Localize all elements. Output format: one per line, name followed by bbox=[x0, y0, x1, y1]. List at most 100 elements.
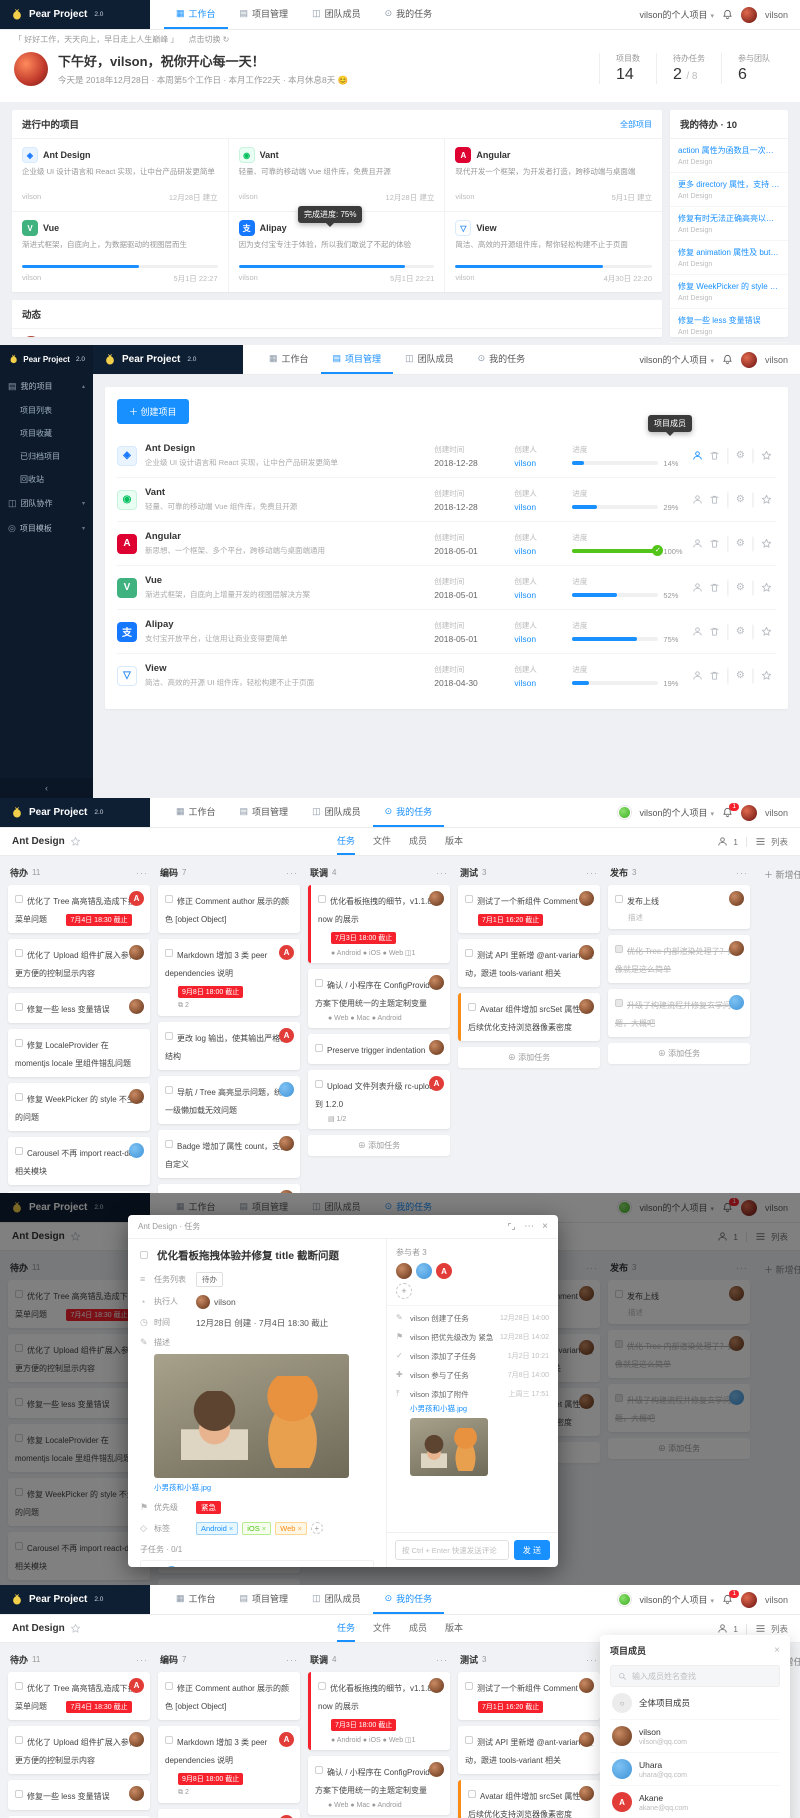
add-participant-button[interactable]: + bbox=[396, 1283, 412, 1299]
nav-item[interactable]: ▤ 项目管理 bbox=[228, 1585, 301, 1614]
trash-icon[interactable] bbox=[709, 538, 720, 549]
task-checkbox[interactable] bbox=[315, 979, 323, 987]
tag-chip[interactable]: iOS × bbox=[242, 1521, 272, 1535]
nav-item[interactable]: ▤ 项目管理 bbox=[228, 0, 301, 29]
task-checkbox[interactable] bbox=[15, 949, 23, 957]
kanban-card[interactable]: Preserve trigger indentation bbox=[308, 1034, 450, 1064]
todo-title[interactable]: action 属性为函数且一次性返回 Promise 对象的情况，使用按钮加载效… bbox=[678, 146, 780, 155]
participant-avatar[interactable] bbox=[416, 1263, 432, 1279]
trash-icon[interactable] bbox=[709, 670, 720, 681]
add-list-button[interactable]: ＋ 新增任务列表 bbox=[764, 870, 800, 880]
task-checkbox[interactable] bbox=[468, 1003, 476, 1011]
task-checkbox[interactable] bbox=[615, 1340, 623, 1348]
kanban-card[interactable]: 修复 WeekPicker 的 style 不生效的问题 bbox=[8, 1083, 150, 1131]
add-task-button[interactable]: ⊕ 添加任务 bbox=[458, 1047, 600, 1068]
project-tab[interactable]: 文件 bbox=[372, 836, 391, 846]
activity-item[interactable]: vilson 修改了任务上周五 14:03 · Ant Design [ 优化了… bbox=[12, 329, 662, 337]
task-checkbox[interactable] bbox=[140, 1251, 148, 1259]
task-checkbox[interactable] bbox=[15, 1290, 23, 1298]
kanban-card[interactable]: Carousel 不再 import react-dom 相关模块 bbox=[8, 1532, 150, 1580]
members-icon[interactable] bbox=[692, 494, 703, 505]
task-checkbox[interactable] bbox=[465, 895, 473, 903]
project-card[interactable]: View 简洁、高效的开源组件库，帮你轻松构建不止于页面 vilson 4月30日… bbox=[445, 212, 662, 292]
column-menu-icon[interactable]: ··· bbox=[586, 1262, 598, 1273]
app-logo[interactable]: Pear Project 2.0 bbox=[0, 798, 150, 827]
kanban-card[interactable]: Badge 增加了属性 count，支持自定义 bbox=[158, 1130, 300, 1178]
column-menu-icon[interactable]: ··· bbox=[436, 1654, 448, 1665]
avatar[interactable] bbox=[740, 6, 757, 23]
project-card[interactable]: Ant Design 企业级 UI 设计语言和 React 实现，让中台产品研发… bbox=[12, 139, 229, 212]
todo-item[interactable]: 修复有时无法正确高亮以及搜索输入标签的问题，完美适配 Ant Design bbox=[670, 207, 788, 241]
kanban-card[interactable]: 修复 notification 里调用 button 元素对齐显示的问题 bbox=[8, 1191, 150, 1193]
kanban-card[interactable]: 修复 WeekPicker 的 style 不生效的问题 bbox=[8, 1478, 150, 1526]
trash-icon[interactable] bbox=[709, 450, 720, 461]
members-icon[interactable] bbox=[717, 836, 728, 847]
participant-avatar[interactable] bbox=[436, 1263, 452, 1279]
project-owner[interactable]: vilson bbox=[514, 589, 537, 600]
workspace-switcher[interactable]: vilson的个人项目 ▾ bbox=[639, 8, 714, 21]
sidebar-logo[interactable]: Pear Project 2.0 bbox=[0, 345, 93, 374]
task-checkbox[interactable] bbox=[15, 1344, 23, 1352]
project-card[interactable]: Angular 现代开发一个框架，为开发者打造，跨移动端与桌面端 vilson 5… bbox=[445, 139, 662, 212]
kanban-card[interactable]: 确认 / 小程序在 ConfigProvider 方案下使用统一的主题定制变量 … bbox=[308, 1756, 450, 1815]
kanban-card[interactable]: 更改 log 输出，使其输出严格的结构 bbox=[158, 1809, 300, 1818]
nav-item[interactable]: ▦ 工作台 bbox=[164, 1585, 228, 1614]
project-row[interactable]: View 简洁、高效的开源 UI 组件库，轻松构建不止于页面 创建时间 2018-0… bbox=[117, 653, 776, 697]
kanban-card[interactable]: Segmenter 优化，blank 输出提示 bbox=[158, 1579, 300, 1585]
kanban-card[interactable]: 优化了 Tree 高亮错乱造成下拉菜单问题 7月4日 18:30 截止 bbox=[8, 885, 150, 933]
project-tab[interactable]: 版本 bbox=[445, 1623, 464, 1633]
members-icon[interactable] bbox=[692, 670, 703, 681]
project-card[interactable]: Vue 渐进式框架，自底向上，为数据驱动的视图层而生 vilson 5月1日 22… bbox=[12, 212, 229, 292]
nav-item[interactable]: ▤ 项目管理 bbox=[320, 345, 394, 374]
kanban-card[interactable]: 测试 API 里新增 @ant-variant 改动，跟进 tools-vari… bbox=[458, 939, 600, 987]
trash-icon[interactable] bbox=[709, 626, 720, 637]
kanban-card[interactable]: 优化看板拖拽的细节，v1.1.84 now 的展示 7月3日 18:00 截止 … bbox=[308, 1672, 450, 1750]
bell-icon[interactable]: 1 bbox=[722, 1590, 739, 1605]
sidebar-group[interactable]: ◎ 项目模板 ▾ bbox=[8, 523, 85, 533]
kanban-card[interactable]: 更改 log 输出，使其输出严格的结构 bbox=[158, 1022, 300, 1070]
nav-item[interactable]: ⊙ 我的任务 bbox=[372, 798, 445, 827]
kanban-card[interactable]: 测试了一个新组件 Comment 7月1日 16:20 截止 bbox=[458, 1672, 600, 1720]
online-status-avatar[interactable] bbox=[618, 806, 632, 819]
nav-item[interactable]: ▦ 工作台 bbox=[164, 798, 228, 827]
project-owner[interactable]: vilson bbox=[514, 545, 537, 556]
workspace-switcher[interactable]: vilson的个人项目 ▾ bbox=[639, 353, 714, 366]
trash-icon[interactable] bbox=[709, 494, 720, 505]
star-icon[interactable] bbox=[761, 670, 772, 681]
project-row[interactable]: Angular 新思想、一个框架、多个平台，跨移动端与桌面端通用 创建时间 2018… bbox=[117, 521, 776, 565]
task-checkbox[interactable] bbox=[15, 1093, 23, 1101]
activity-task-link[interactable]: [ 优化了 Tree 高亮错乱造成下拉菜单问题 ] bbox=[512, 336, 652, 337]
kanban-card[interactable]: Segmenter 优化，blank 输出提示 bbox=[158, 1184, 300, 1193]
sidebar-collapse-button[interactable]: ‹ bbox=[0, 778, 93, 798]
attachment-thumbnail[interactable] bbox=[410, 1418, 488, 1476]
workspace-switcher[interactable]: vilson的个人项目 ▾ bbox=[639, 1201, 714, 1214]
kanban-card[interactable]: 修复 LocaleProvider 在 momentjs locale 里组件错… bbox=[8, 1424, 150, 1472]
column-menu-icon[interactable]: ··· bbox=[286, 867, 298, 878]
task-checkbox[interactable] bbox=[165, 1682, 173, 1690]
gear-icon[interactable]: ⚙ bbox=[735, 670, 745, 681]
view-label[interactable]: 列表 bbox=[770, 836, 788, 847]
kanban-card[interactable]: 导航 / Tree 高亮显示问题，统一一级懒加载无效问题 bbox=[158, 1076, 300, 1124]
app-logo[interactable]: Pear Project 2.0 bbox=[0, 1585, 150, 1614]
todo-item[interactable]: 修复一些 less 变量错误 Ant Design bbox=[670, 309, 788, 343]
nav-item[interactable]: ▤ 项目管理 bbox=[228, 1193, 301, 1222]
add-task-button[interactable]: ⊕ 添加任务 bbox=[308, 1135, 450, 1156]
task-checkbox[interactable] bbox=[15, 1147, 23, 1155]
kanban-card[interactable]: 修正 Comment author 展示的颜色 [object Object] bbox=[158, 1672, 300, 1720]
task-checkbox[interactable] bbox=[315, 1766, 323, 1774]
priority-badge[interactable]: 紧急 bbox=[196, 1500, 221, 1514]
bell-icon[interactable]: 1 bbox=[722, 354, 733, 365]
kanban-card[interactable]: 发布上线 描述 bbox=[608, 1280, 750, 1324]
task-checkbox[interactable] bbox=[465, 1682, 473, 1690]
task-checkbox[interactable] bbox=[15, 1398, 23, 1406]
sidebar-sub-item[interactable]: 已归档项目 bbox=[20, 452, 60, 461]
task-time[interactable]: 12月28日 创建 · 7月4日 18:30 截止 bbox=[196, 1317, 329, 1328]
members-icon[interactable] bbox=[717, 1623, 728, 1634]
kanban-card[interactable]: 修复 LocaleProvider 在 momentjs locale 里组件错… bbox=[8, 1029, 150, 1077]
online-status-avatar[interactable] bbox=[618, 1201, 632, 1214]
task-checkbox[interactable] bbox=[165, 949, 173, 957]
app-logo[interactable]: Pear Project 2.0 bbox=[93, 345, 243, 374]
todo-title[interactable]: 修复有时无法正确高亮以及搜索输入标签的问题，完美适配 bbox=[678, 214, 780, 223]
expand-icon[interactable] bbox=[507, 1221, 516, 1232]
kanban-card[interactable]: Markdown 增加 3 类 peer dependencies 说明 9月8… bbox=[158, 939, 300, 1016]
